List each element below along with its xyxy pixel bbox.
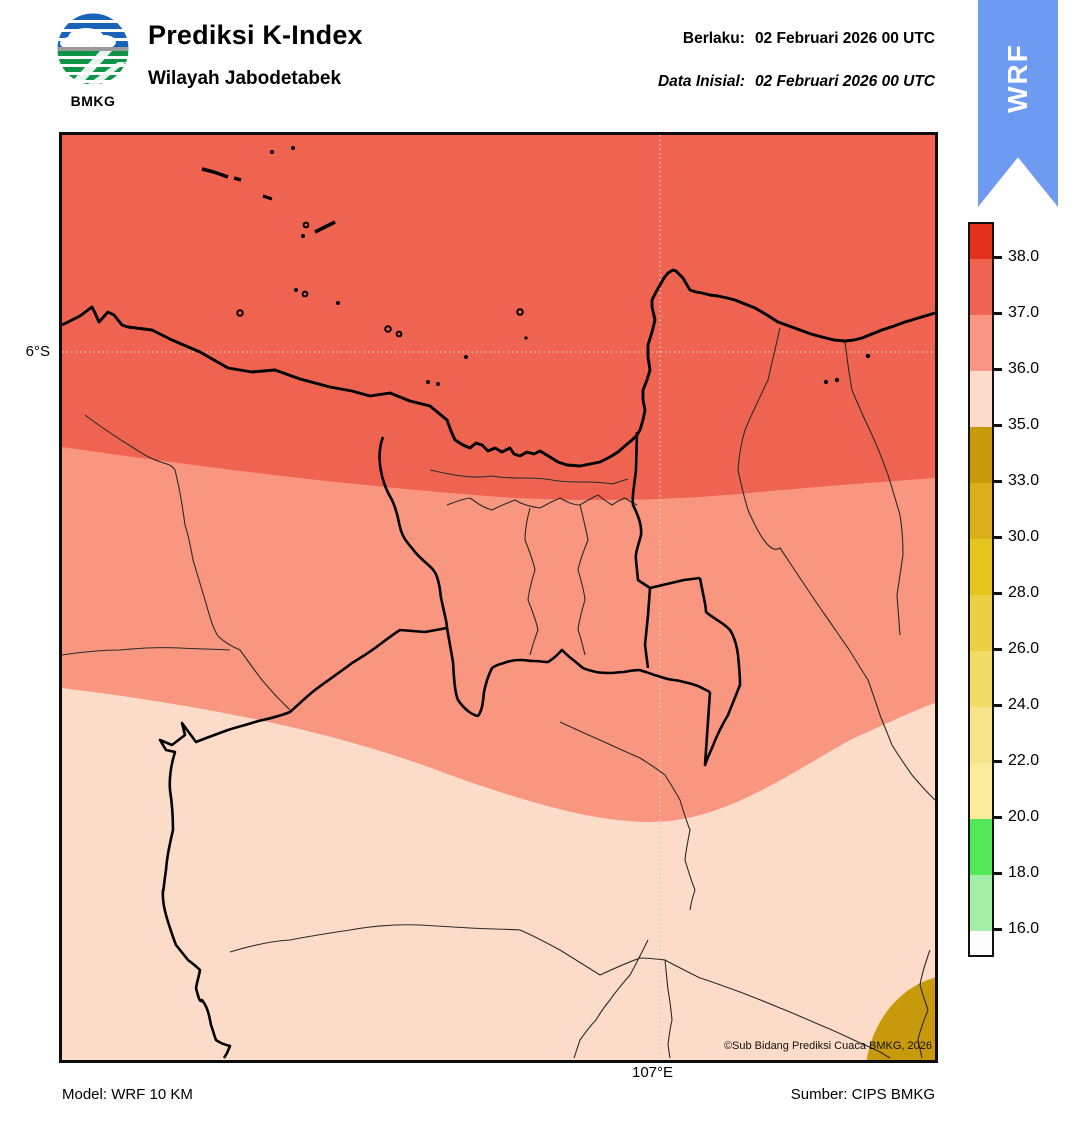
colorbar-tick-label: 18.0: [1008, 864, 1040, 881]
colorbar-segment: [970, 483, 992, 539]
colorbar-tick-label: 38.0: [1008, 248, 1040, 265]
coastline: [62, 268, 935, 468]
islands: [201, 146, 871, 386]
page-title: Prediksi K-Index: [148, 20, 363, 50]
colorbar-tick-mark: [993, 312, 1002, 315]
colorbar-segment: [970, 539, 992, 595]
colorbar-segment: [970, 651, 992, 707]
colorbar-tick-label: 28.0: [1008, 584, 1040, 601]
colorbar-segment: [970, 875, 992, 931]
colorbar-tick-mark: [993, 648, 1002, 651]
colorbar-tick-label: 36.0: [1008, 360, 1040, 377]
wrf-ribbon: WRF: [978, 0, 1058, 207]
map-canvas: [62, 135, 935, 1060]
map-copyright: ©Sub Bidang Prediksi Cuaca BMKG, 2026: [723, 1040, 932, 1052]
colorbar-tick-mark: [993, 872, 1002, 875]
colorbar-segment: [970, 371, 992, 427]
colorbar-segment: [970, 819, 992, 875]
colorbar-segment: [970, 763, 992, 819]
colorbar-segment: [970, 707, 992, 763]
colorbar-tick-mark: [993, 816, 1002, 819]
colorbar-segment: [970, 224, 992, 259]
colorbar-tick-label: 16.0: [1008, 920, 1040, 937]
colorbar-tick-mark: [993, 928, 1002, 931]
colorbar-tick-mark: [993, 704, 1002, 707]
colorbar-segment: [970, 315, 992, 371]
colorbar-tick-label: 33.0: [1008, 472, 1040, 489]
regency-boundaries: [158, 431, 742, 1059]
colorbar-tick-mark: [993, 424, 1002, 427]
valid-time-label: Berlaku:: [682, 30, 745, 47]
band-37-38: [62, 135, 935, 500]
longitude-tick-label: 107°E: [632, 1064, 674, 1081]
model-caption: Model: WRF 10 KM: [62, 1086, 193, 1103]
colorbar-tick-label: 37.0: [1008, 304, 1040, 321]
colorbar-tick-label: 26.0: [1008, 640, 1040, 657]
source-caption: Sumber: CIPS BMKG: [790, 1086, 935, 1103]
colorbar-segment: [970, 259, 992, 315]
colorbar-tick-mark: [993, 256, 1002, 259]
page-subtitle: Wilayah Jabodetabek: [148, 68, 342, 89]
colorbar-tick-label: 35.0: [1008, 416, 1040, 433]
colorbar-segment: [970, 595, 992, 651]
colorbar-tick-label: 30.0: [1008, 528, 1040, 545]
colorbar-tick-label: 24.0: [1008, 696, 1040, 713]
colorbar-tick-mark: [993, 592, 1002, 595]
init-time-value: 02 Februari 2026 00 UTC: [754, 73, 935, 90]
wrf-ribbon-label: WRF: [1002, 43, 1033, 113]
bmkg-logo-icon: [56, 12, 130, 86]
colorbar-tick-label: 22.0: [1008, 752, 1040, 769]
valid-time-line: Berlaku: 02 Februari 2026 00 UTC: [683, 30, 935, 48]
bmkg-logo: BMKG: [54, 12, 132, 110]
init-time-line: Data Inisial: 02 Februari 2026 00 UTC: [658, 73, 935, 91]
init-time-label: Data Inisial:: [657, 73, 745, 90]
colorbar-tick-mark: [993, 368, 1002, 371]
forecast-map: [59, 132, 938, 1063]
kindex-colorbar: [968, 222, 994, 957]
bmkg-logo-label: BMKG: [70, 93, 116, 109]
colorbar-segment: [970, 427, 992, 483]
colorbar-tick-mark: [993, 480, 1002, 483]
colorbar-tick-label: 20.0: [1008, 808, 1040, 825]
colorbar-tick-mark: [993, 760, 1002, 763]
colorbar-tick-mark: [993, 536, 1002, 539]
latitude-tick-label: 6°S: [25, 343, 50, 360]
district-boundaries: [62, 327, 935, 1059]
valid-time-value: 02 Februari 2026 00 UTC: [754, 30, 935, 47]
colorbar-segment: [970, 931, 992, 955]
